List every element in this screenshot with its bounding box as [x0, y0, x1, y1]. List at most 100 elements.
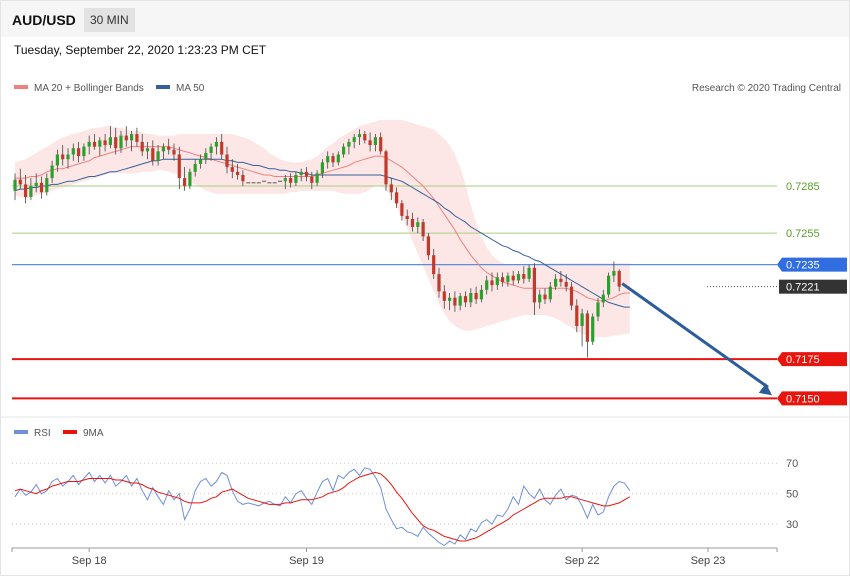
candle [310, 171, 314, 190]
candle-body [384, 151, 388, 185]
candle-body [601, 294, 605, 303]
candle [204, 148, 208, 164]
legend-9ma-swatch [63, 430, 77, 434]
candle-body [230, 167, 234, 172]
candle-body [45, 178, 49, 193]
candle-body [198, 159, 203, 164]
candle-body [220, 141, 224, 155]
candle-body [320, 162, 324, 174]
candle-body [294, 174, 298, 183]
candle [326, 151, 330, 169]
candle-body [538, 294, 542, 303]
candle [24, 174, 28, 204]
candle [426, 233, 430, 260]
candle-body [559, 278, 563, 282]
candle-body [368, 140, 372, 146]
candle [511, 270, 515, 286]
candle [580, 308, 584, 347]
candle [596, 297, 600, 322]
candle-body [516, 274, 521, 281]
candle [352, 134, 356, 149]
symbol-label: AUD/USD [12, 12, 76, 28]
candle-body [140, 141, 144, 152]
candle [516, 270, 521, 284]
candle [474, 286, 478, 304]
level-0-7175-label: 0.7175 [786, 354, 820, 366]
timeframe-badge[interactable]: 30 MIN [84, 8, 135, 32]
candle [442, 285, 446, 309]
candle [591, 313, 595, 345]
candle-body [172, 149, 176, 155]
candle-body [214, 141, 218, 147]
candle [161, 143, 165, 160]
candle [18, 168, 22, 190]
candle-body [463, 296, 468, 303]
candle [82, 143, 86, 161]
candle-body [299, 171, 303, 175]
candle-body [373, 137, 377, 146]
candle-body [543, 294, 547, 300]
candle-body [617, 270, 621, 287]
candle-body [469, 292, 473, 303]
candle-body [304, 171, 309, 177]
candle [485, 275, 489, 295]
candle [241, 170, 245, 186]
candle-body [442, 291, 446, 301]
candle-body [114, 137, 118, 149]
candle-body [352, 137, 356, 142]
candle-body [156, 151, 160, 161]
candle [368, 132, 372, 152]
candle-body [474, 292, 478, 300]
header-bar: AUD/USD 30 MIN [1, 1, 849, 37]
candle-body [167, 146, 171, 150]
candle-body [405, 215, 409, 220]
candle-body [87, 141, 91, 147]
level-0-7235-label: 0.7235 [786, 260, 820, 272]
candle-body [236, 171, 240, 175]
candle-body [501, 277, 505, 282]
legend-ma50-label: MA 50 [176, 83, 205, 94]
candle [283, 174, 287, 190]
candle-body [161, 146, 165, 152]
candle-body [548, 286, 552, 300]
candle-body [61, 154, 65, 160]
bollinger-band [15, 119, 630, 338]
candle [220, 134, 224, 160]
candle [448, 292, 452, 311]
candle-body [448, 297, 452, 301]
level-0-7150-label: 0.7150 [786, 393, 820, 405]
candle [320, 159, 324, 179]
candle-body [326, 156, 330, 163]
candle [432, 248, 436, 279]
candle [294, 171, 298, 186]
candle [92, 134, 97, 150]
candle [209, 143, 213, 161]
candle [501, 272, 505, 287]
candle [172, 143, 176, 161]
candle-body [458, 296, 462, 306]
legend-rsi-swatch [14, 430, 28, 434]
candle [410, 212, 415, 232]
candle-body [135, 134, 139, 142]
candle [575, 299, 579, 333]
candle-body [50, 165, 54, 179]
candle [569, 281, 574, 311]
candle [177, 146, 181, 190]
candle-body [416, 222, 420, 227]
candle [495, 272, 499, 290]
candle [98, 137, 102, 157]
candle-body [209, 146, 213, 153]
candle [373, 134, 377, 152]
candle-body [585, 313, 589, 342]
candle [453, 291, 457, 312]
candle [347, 138, 351, 155]
rsi-9ma-line [14, 471, 631, 542]
candle-body [177, 154, 181, 179]
level-0-7150-box [777, 391, 847, 406]
x-tick-label: Sep 22 [565, 555, 600, 567]
candle [458, 292, 462, 311]
candle-body [421, 222, 425, 237]
candle [379, 132, 383, 155]
forecast-arrow-shaft [621, 282, 769, 389]
candle-body [289, 178, 293, 183]
